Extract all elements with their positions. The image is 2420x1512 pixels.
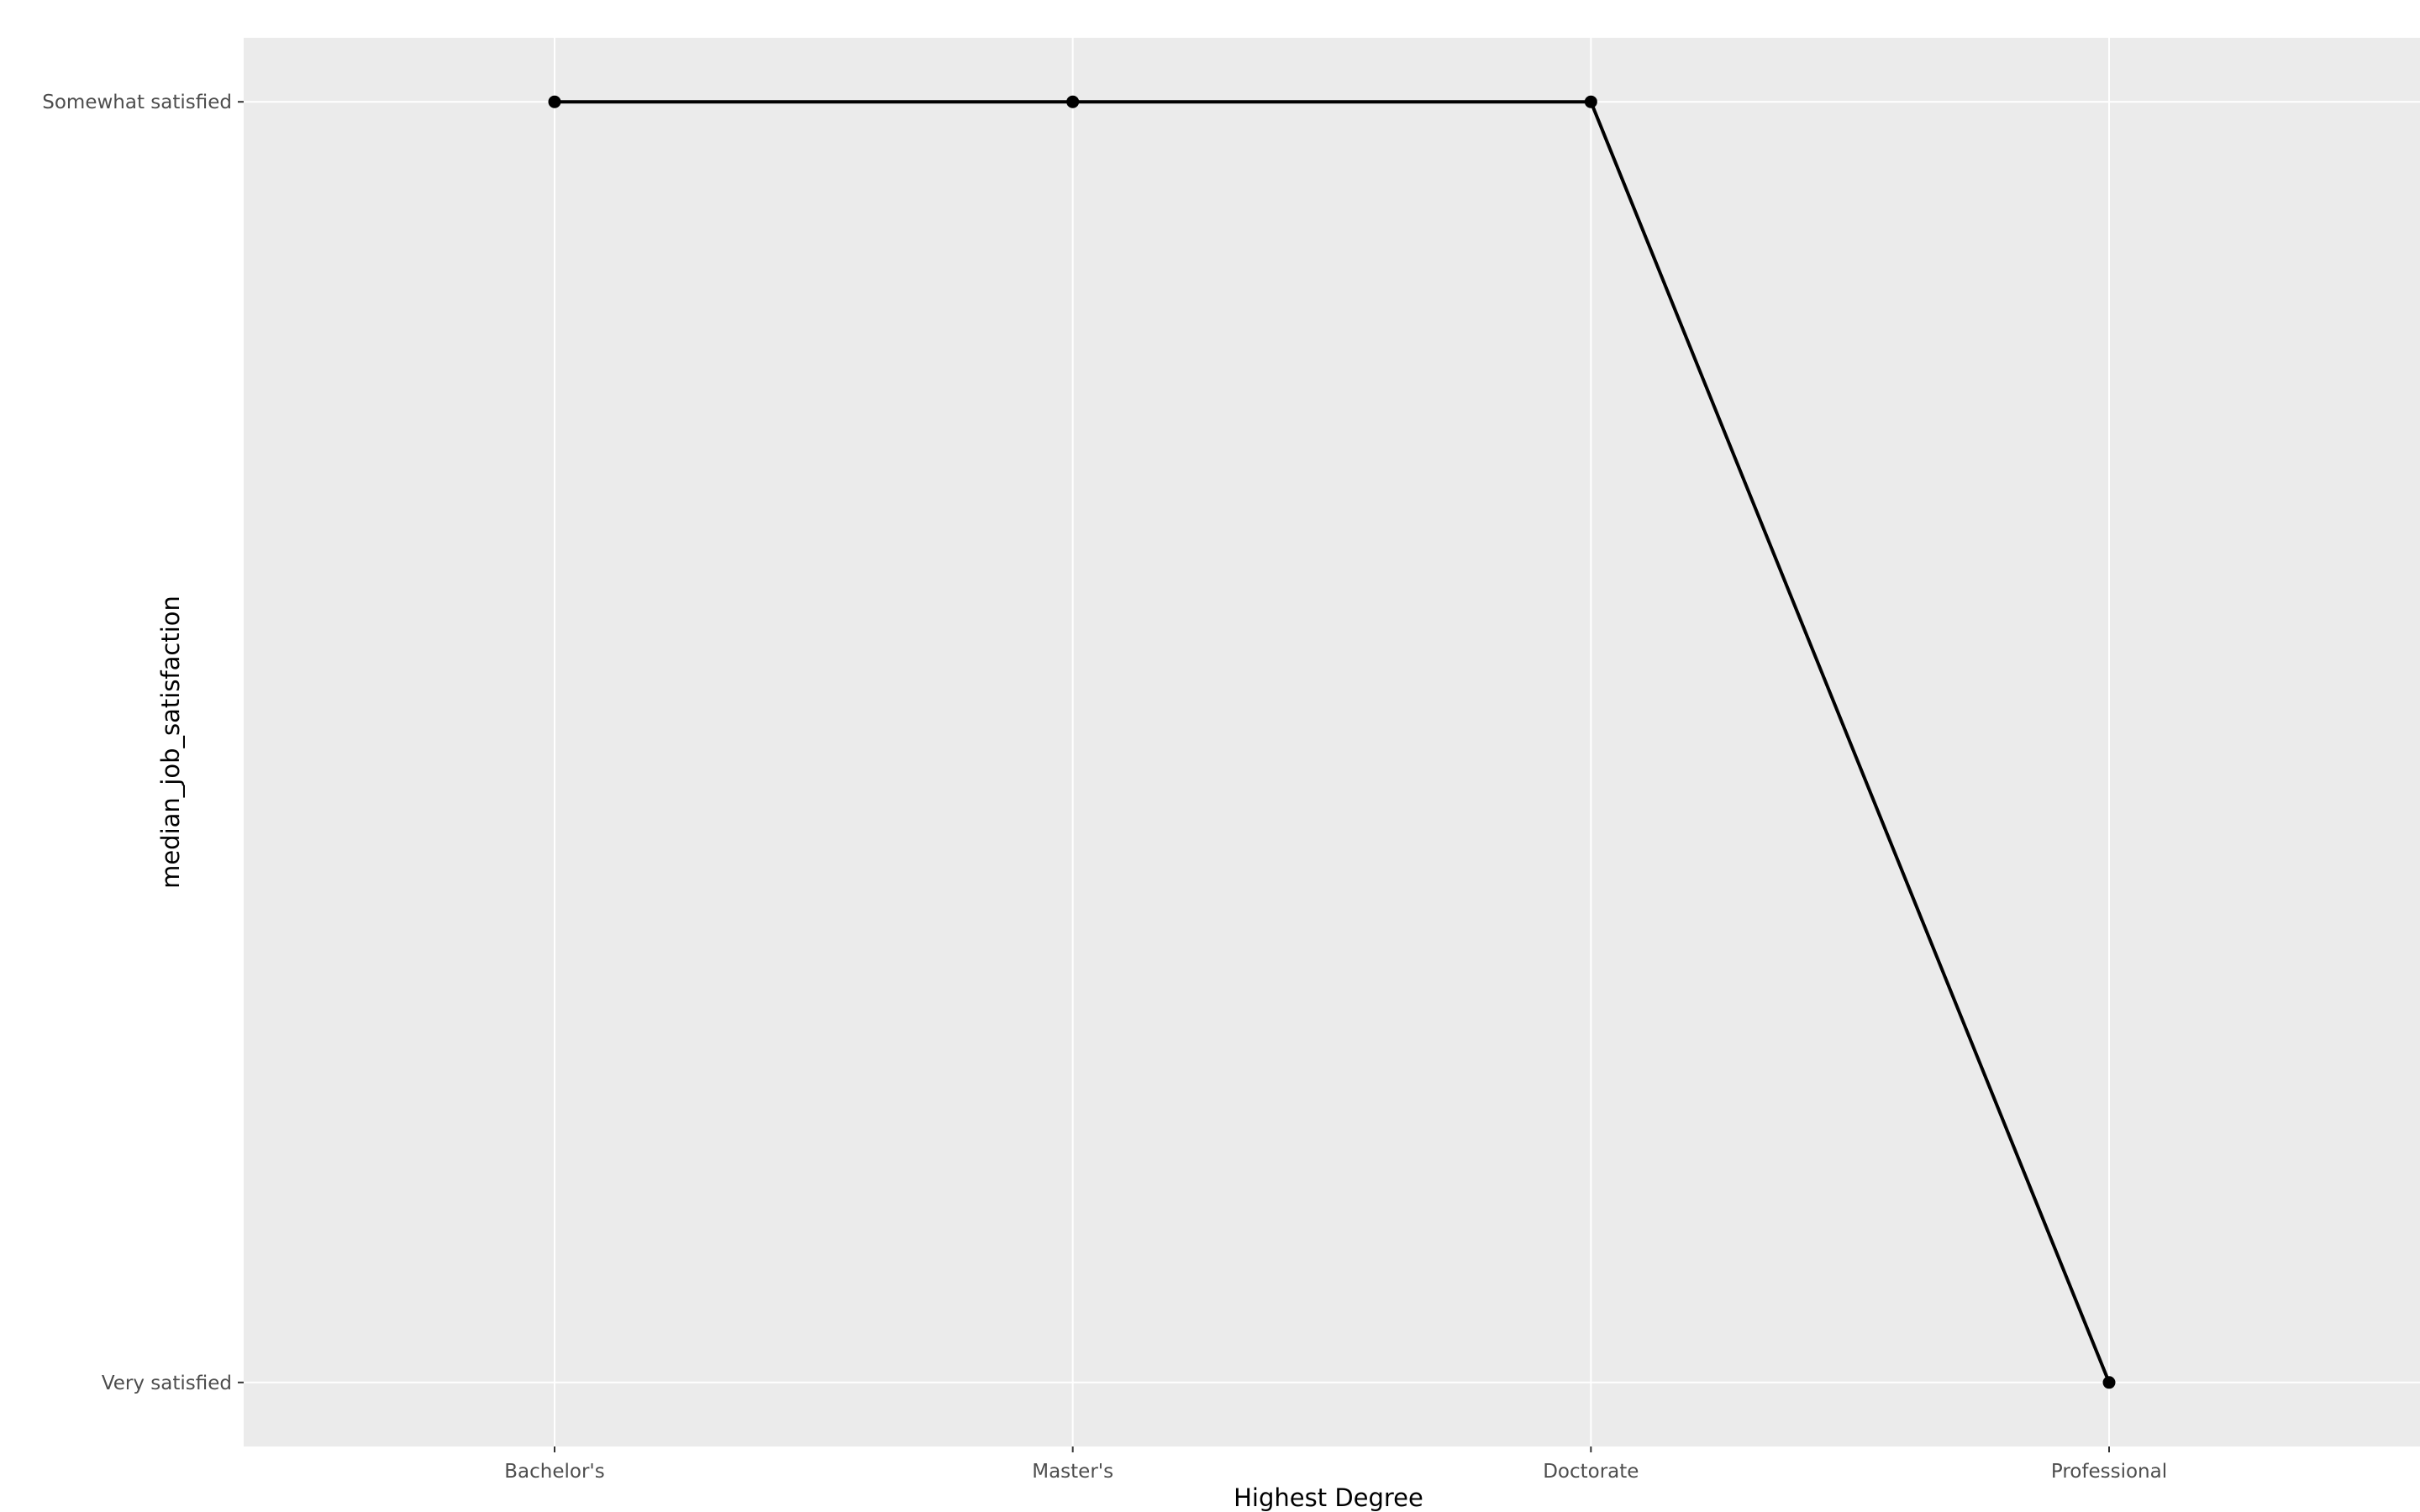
x-tick-label: Master's xyxy=(1032,1461,1113,1483)
data-point xyxy=(1066,95,1080,108)
y-axis-ticks: Very satisfied Somewhat satisfied xyxy=(42,92,244,1394)
x-tick-label: Professional xyxy=(2051,1461,2167,1483)
x-axis-ticks: Bachelor's Master's Doctorate Professional xyxy=(504,1446,2167,1483)
data-point xyxy=(548,95,561,108)
y-tick-label: Very satisfied xyxy=(102,1373,232,1394)
x-tick-label: Doctorate xyxy=(1543,1461,1639,1483)
series-lines xyxy=(555,100,2111,1383)
x-axis-title: Highest Degree xyxy=(1234,1483,1423,1512)
y-tick-label: Somewhat satisfied xyxy=(42,92,232,113)
y-axis-title: median_job_satisfaction xyxy=(156,596,185,889)
data-point xyxy=(1584,95,1597,108)
x-gridlines xyxy=(554,38,2110,1446)
data-point xyxy=(2102,1376,2116,1389)
series-points xyxy=(548,95,2116,1389)
plot-panel xyxy=(244,38,2420,1446)
x-tick-label: Bachelor's xyxy=(504,1461,604,1483)
series-line xyxy=(555,100,2111,1383)
